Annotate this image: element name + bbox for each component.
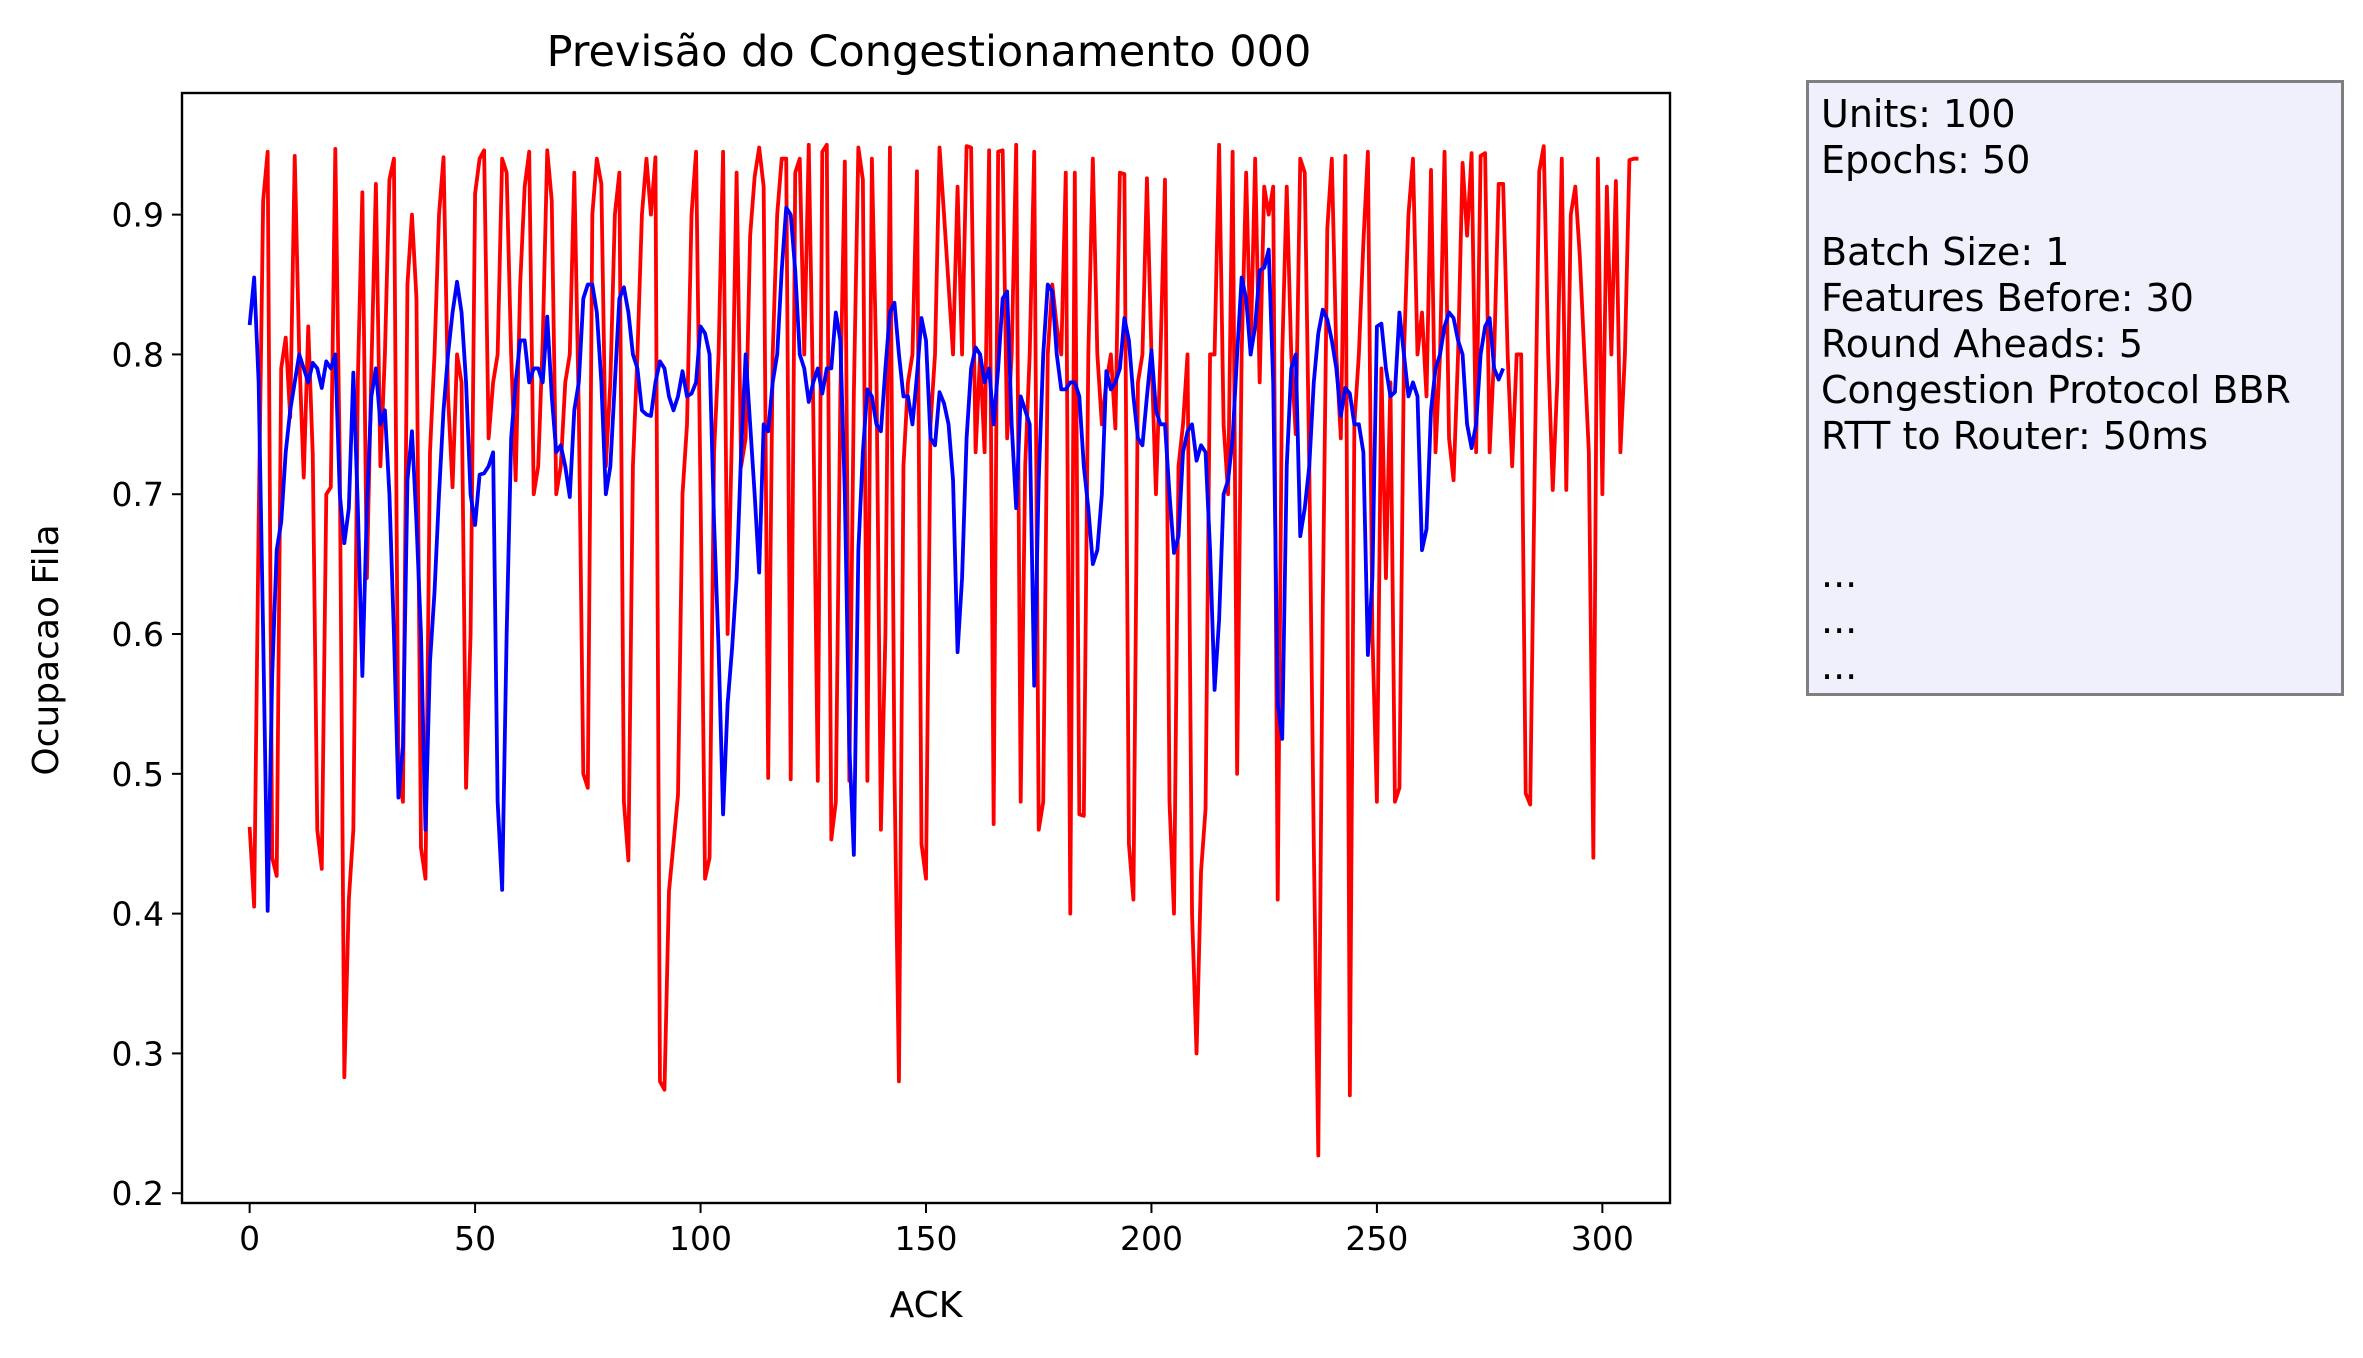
info-line (1821, 505, 2341, 551)
info-line: Batch Size: 1 (1821, 230, 2070, 274)
info-line (1821, 459, 2341, 505)
x-axis-label: ACK (890, 1285, 964, 1326)
y-axis-label: Ocupacao Fila (26, 524, 67, 775)
x-tick-label: 250 (1345, 1219, 1408, 1258)
info-line: Features Before: 30 (1821, 276, 2194, 320)
series-layer (247, 142, 1639, 1158)
y-tick-label: 0.4 (112, 895, 164, 934)
x-tick-label: 200 (1120, 1219, 1183, 1258)
info-line: ... (1821, 598, 1858, 642)
info-line: ... (1821, 552, 1858, 596)
info-line: Round Aheads: 5 (1821, 322, 2144, 366)
info-line: Units: 100 (1821, 92, 2016, 136)
x-tick-label: 300 (1571, 1219, 1634, 1258)
x-tick-label: 150 (895, 1219, 958, 1258)
parameters-info-box: Units: 100 Epochs: 50 Batch Size: 1 Feature… (1806, 80, 2344, 696)
info-line: RTT to Router: 50ms (1821, 414, 2209, 458)
info-line: ... (1821, 644, 1858, 688)
y-tick-label: 0.8 (112, 335, 164, 374)
y-axis: 0.2 0.3 0.4 0.5 0.6 0.7 0.8 0.9 (112, 196, 182, 1213)
info-line: Epochs: 50 (1821, 138, 2031, 182)
x-tick-label: 100 (669, 1219, 732, 1258)
info-line (1821, 183, 2341, 229)
y-tick-label: 0.9 (112, 196, 164, 235)
series-line-2 (247, 205, 1505, 913)
y-tick-label: 0.2 (112, 1174, 164, 1213)
y-tick-label: 0.5 (112, 755, 164, 794)
y-tick-label: 0.7 (112, 475, 164, 514)
series-line-1 (247, 142, 1639, 1158)
x-tick-label: 50 (454, 1219, 496, 1258)
y-tick-label: 0.6 (112, 615, 164, 654)
y-tick-label: 0.3 (112, 1034, 164, 1073)
chart-title: Previsão do Congestionamento 000 (547, 27, 1312, 77)
x-tick-label: 0 (239, 1219, 260, 1258)
info-line: Congestion Protocol BBR (1821, 368, 2291, 412)
chart: Previsão do Congestionamento 000 0 50 100 1… (26, 27, 1672, 1326)
x-axis: 0 50 100 150 200 250 300 (239, 1203, 1634, 1258)
